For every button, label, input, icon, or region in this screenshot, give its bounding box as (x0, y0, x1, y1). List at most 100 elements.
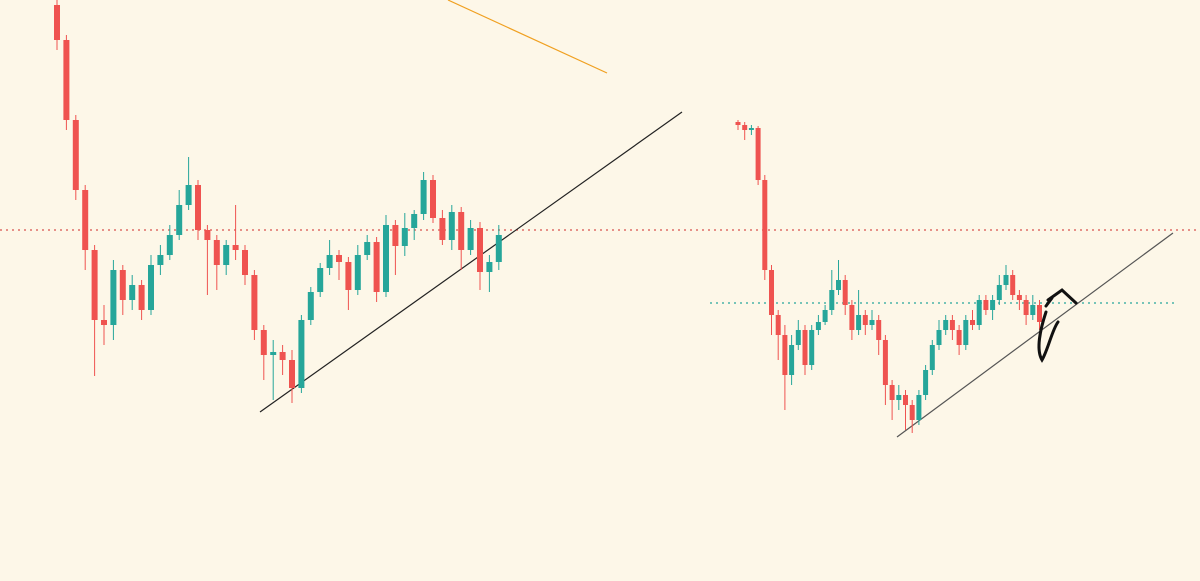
candle-body (176, 205, 183, 235)
candle-body (963, 320, 969, 345)
candle-body (983, 300, 989, 310)
candle-body (373, 242, 380, 292)
candle-body (166, 235, 173, 255)
candle-body (486, 262, 493, 272)
candle-body (789, 345, 795, 375)
candle-body (762, 180, 768, 270)
candle-body (383, 225, 389, 292)
candle-body (430, 180, 436, 218)
trend-line (259, 111, 683, 413)
candle-body (990, 300, 996, 310)
candle-body (956, 330, 962, 345)
candle-body (842, 280, 848, 305)
candle-body (1023, 300, 1029, 315)
candle-body (242, 250, 248, 275)
freehand-drawing (1037, 288, 1078, 363)
candle-body (862, 315, 868, 325)
candle-body (119, 270, 126, 300)
candle-body (392, 225, 399, 246)
candle-body (795, 330, 801, 345)
candle-body (148, 265, 154, 310)
candle-body (742, 125, 748, 130)
candle-body (401, 228, 408, 246)
candle-body (354, 255, 361, 290)
candle-body (260, 330, 267, 355)
candle-body (270, 352, 277, 355)
candle-body (467, 228, 474, 250)
candle-body (448, 212, 455, 240)
candle-body (809, 330, 815, 365)
candle-body (923, 370, 929, 395)
candle-body (495, 235, 502, 262)
candle-body (307, 292, 314, 320)
candle-body (204, 230, 211, 240)
candle-body (289, 360, 295, 388)
candle-body (101, 320, 107, 325)
candle-body (943, 320, 949, 330)
candle-body (420, 180, 427, 214)
trend-line (447, 0, 608, 74)
candle-body (936, 330, 942, 345)
candle-body (882, 340, 888, 385)
candle-body (213, 240, 220, 265)
candle-body (298, 320, 305, 388)
candle-body (909, 405, 915, 420)
candle-body (91, 250, 98, 320)
candle-body (856, 315, 862, 330)
candle-body (1010, 275, 1016, 295)
candles (54, 0, 1042, 433)
candle-body (782, 335, 788, 375)
candle-body (364, 242, 371, 255)
candle-body (748, 128, 754, 130)
candle-body (1037, 305, 1042, 322)
candle-body (976, 300, 982, 325)
candle-body (54, 5, 60, 40)
candle-body (279, 352, 286, 360)
candle-body (849, 305, 855, 330)
candle-body (829, 290, 835, 310)
candle-body (755, 128, 761, 180)
candle-body (970, 320, 975, 325)
candle-body (1003, 275, 1009, 285)
candle-body (157, 255, 164, 265)
candle-body (916, 395, 922, 420)
candle-body (138, 285, 145, 310)
candle-body (195, 185, 201, 230)
candle-body (769, 270, 774, 315)
candle-body (336, 255, 342, 262)
candle-body (223, 245, 230, 265)
candle-body (232, 245, 239, 250)
candle-body (735, 122, 741, 125)
trend-line (896, 232, 1174, 438)
candle-body (345, 262, 352, 290)
candle-body (903, 395, 908, 405)
candle-body (896, 395, 902, 400)
candle-body (63, 40, 70, 120)
candle-body (129, 285, 136, 300)
candle-body (326, 255, 333, 268)
candle-body (458, 212, 465, 250)
candle-body (185, 185, 192, 205)
candle-body (477, 228, 483, 272)
candle-body (815, 322, 821, 330)
candle-body (836, 280, 841, 290)
candle-body (82, 190, 89, 250)
candle-body (876, 320, 882, 340)
candle-body (822, 310, 828, 322)
candle-body (889, 385, 895, 400)
candle-body (869, 320, 875, 325)
candle-body (1016, 295, 1022, 300)
candle-body (411, 214, 418, 228)
candle-body (802, 330, 808, 365)
candle-body (439, 218, 446, 240)
candle-body (110, 270, 117, 325)
candle-body (72, 120, 79, 190)
candle-body (949, 320, 955, 330)
candle-body (317, 268, 324, 292)
candle-body (775, 315, 781, 335)
candle-body (1030, 305, 1036, 315)
candle-body (929, 345, 935, 370)
